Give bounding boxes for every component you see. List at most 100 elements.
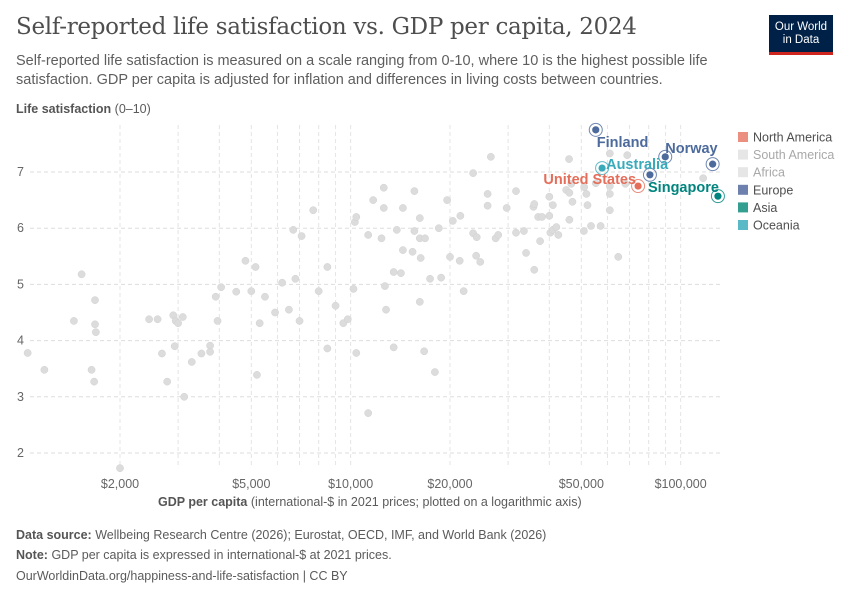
data-point[interactable] — [554, 231, 563, 239]
owid-logo[interactable]: Our World in Data — [769, 15, 833, 55]
data-point[interactable] — [472, 251, 480, 260]
source-text[interactable]: Wellbeing Research Centre (2026); Eurost… — [95, 528, 547, 542]
legend-swatch[interactable] — [738, 132, 748, 142]
data-point[interactable] — [582, 190, 591, 198]
data-point[interactable] — [397, 269, 405, 278]
data-point[interactable] — [389, 268, 398, 276]
data-point[interactable] — [410, 187, 419, 195]
data-point[interactable] — [206, 347, 214, 356]
data-point[interactable] — [116, 464, 124, 473]
country-label[interactable]: Finland — [597, 135, 649, 151]
highlighted-point[interactable] — [709, 160, 717, 168]
data-point[interactable] — [565, 215, 574, 224]
data-point[interactable] — [285, 305, 293, 314]
data-point[interactable] — [213, 317, 222, 325]
data-point[interactable] — [289, 226, 298, 234]
data-point[interactable] — [399, 204, 407, 212]
data-point[interactable] — [483, 190, 492, 198]
data-point[interactable] — [323, 263, 332, 271]
data-point[interactable] — [421, 234, 429, 243]
data-point[interactable] — [232, 287, 241, 296]
data-point[interactable] — [530, 265, 539, 274]
data-point[interactable] — [596, 222, 605, 230]
data-point[interactable] — [92, 328, 100, 337]
data-point[interactable] — [352, 213, 361, 221]
legend-swatch[interactable] — [738, 220, 748, 230]
data-point[interactable] — [583, 201, 592, 210]
data-point[interactable] — [605, 206, 614, 215]
data-point[interactable] — [565, 155, 573, 163]
legend-label[interactable]: North America — [753, 131, 832, 145]
data-point[interactable] — [392, 226, 401, 234]
data-point[interactable] — [295, 317, 304, 325]
data-point[interactable] — [621, 179, 630, 188]
data-point[interactable] — [443, 196, 451, 204]
legend-swatch[interactable] — [738, 167, 748, 178]
data-point[interactable] — [377, 234, 386, 243]
data-point[interactable] — [536, 237, 544, 245]
data-point[interactable] — [623, 151, 632, 159]
data-point[interactable] — [278, 278, 286, 287]
country-label[interactable]: Singapore — [648, 180, 719, 196]
data-point[interactable] — [434, 224, 443, 233]
data-point[interactable] — [408, 247, 417, 256]
data-point[interactable] — [364, 409, 373, 417]
highlighted-point[interactable] — [661, 153, 669, 161]
data-point[interactable] — [487, 152, 495, 161]
data-point[interactable] — [472, 233, 481, 242]
data-point[interactable] — [552, 223, 561, 231]
highlighted-point[interactable] — [598, 164, 606, 172]
data-point[interactable] — [163, 377, 172, 386]
data-point[interactable] — [520, 227, 528, 235]
data-point[interactable] — [605, 182, 614, 190]
data-point[interactable] — [180, 392, 189, 401]
data-point[interactable] — [549, 201, 557, 210]
data-point[interactable] — [512, 228, 520, 237]
data-point[interactable] — [90, 377, 99, 386]
data-point[interactable] — [605, 190, 614, 198]
data-point[interactable] — [587, 222, 595, 230]
data-point[interactable] — [271, 308, 279, 317]
data-point[interactable] — [145, 315, 153, 324]
data-point[interactable] — [448, 217, 457, 225]
data-point[interactable] — [77, 270, 86, 279]
data-point[interactable] — [455, 256, 464, 265]
data-point[interactable] — [545, 211, 554, 220]
data-point[interactable] — [309, 206, 318, 215]
country-label[interactable]: Norway — [665, 141, 717, 157]
data-point[interactable] — [382, 305, 390, 314]
highlighted-point[interactable] — [646, 171, 654, 179]
highlighted-point[interactable] — [634, 182, 642, 190]
data-point[interactable] — [197, 349, 206, 358]
data-point[interactable] — [431, 368, 439, 376]
data-point[interactable] — [522, 249, 530, 257]
data-point[interactable] — [415, 214, 424, 222]
data-point[interactable] — [91, 320, 99, 329]
data-point[interactable] — [158, 349, 166, 358]
data-point[interactable] — [410, 227, 419, 235]
country-label[interactable]: Australia — [606, 157, 669, 173]
data-point[interactable] — [40, 365, 49, 374]
data-point[interactable] — [605, 149, 614, 158]
data-point[interactable] — [369, 196, 378, 204]
data-point[interactable] — [483, 201, 492, 210]
data-point[interactable] — [426, 274, 434, 283]
legend-label[interactable]: Africa — [753, 166, 785, 180]
data-point[interactable] — [314, 287, 323, 295]
data-point[interactable] — [415, 297, 424, 306]
data-point[interactable] — [23, 349, 32, 357]
data-point[interactable] — [568, 197, 577, 206]
data-point[interactable] — [416, 254, 425, 262]
legend-label[interactable]: Oceania — [753, 219, 800, 233]
data-point[interactable] — [567, 179, 576, 188]
data-point[interactable] — [420, 347, 429, 356]
legend-swatch[interactable] — [738, 184, 748, 195]
data-point[interactable] — [538, 213, 546, 221]
data-point[interactable] — [153, 315, 162, 324]
data-point[interactable] — [591, 179, 600, 188]
footer-link[interactable]: OurWorldinData.org/happiness-and-life-sa… — [16, 569, 348, 583]
data-point[interactable] — [87, 365, 96, 374]
data-point[interactable] — [352, 349, 361, 357]
data-point[interactable] — [437, 273, 445, 282]
data-point[interactable] — [211, 292, 220, 301]
